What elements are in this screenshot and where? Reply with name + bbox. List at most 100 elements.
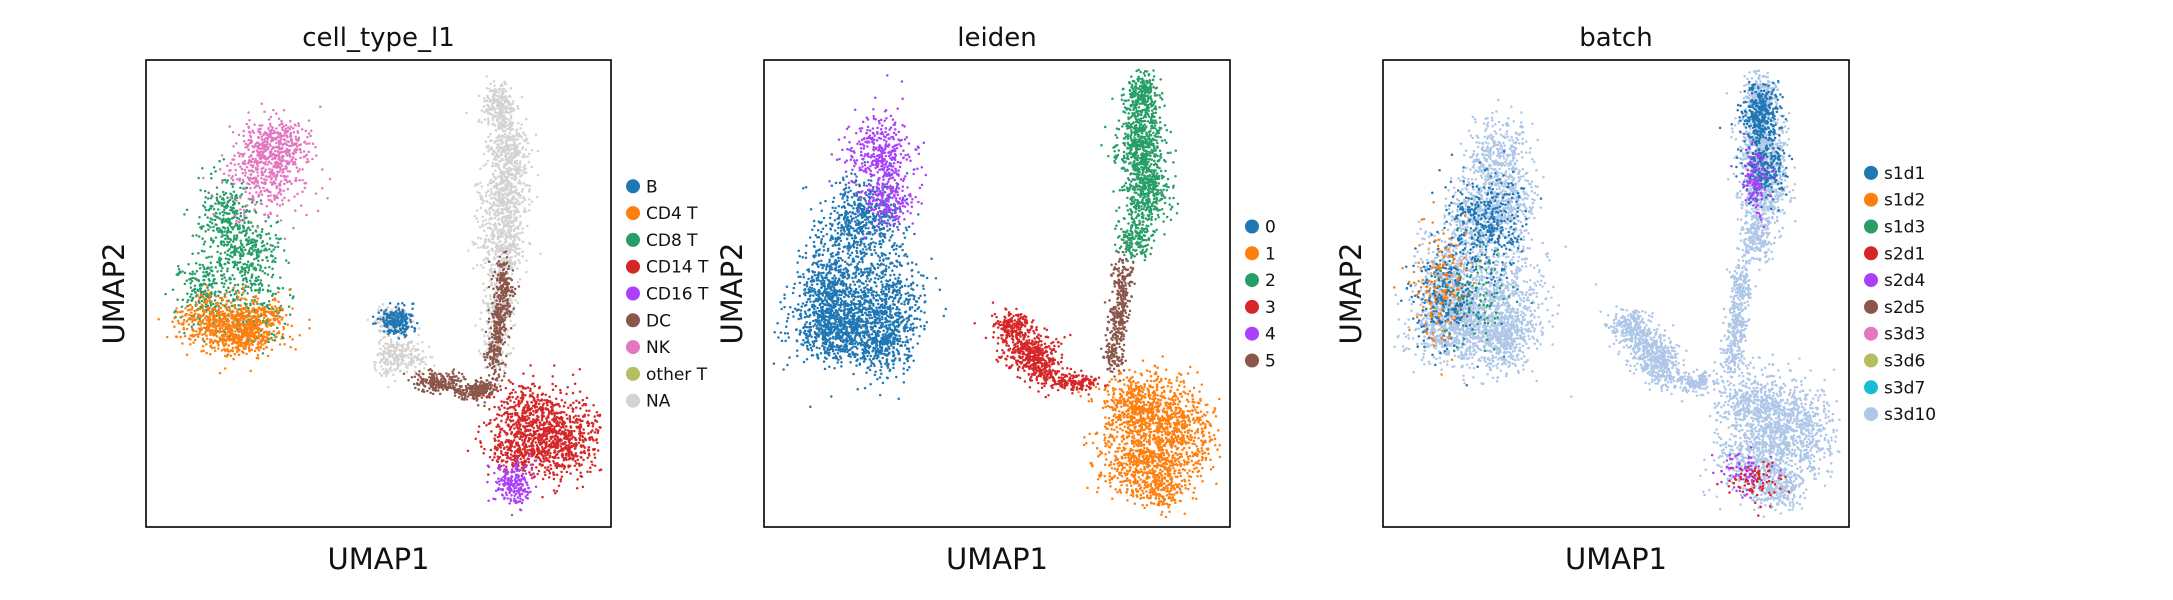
data-point <box>521 155 524 158</box>
data-point <box>562 411 566 414</box>
data-point <box>415 372 418 376</box>
data-point <box>484 240 487 243</box>
data-point <box>378 361 382 364</box>
data-point <box>508 502 511 505</box>
data-point <box>417 327 421 330</box>
data-point <box>499 96 503 100</box>
data-point <box>429 376 433 380</box>
data-point <box>517 491 520 494</box>
data-point <box>560 399 564 402</box>
data-point <box>486 365 489 369</box>
data-point <box>510 310 513 314</box>
data-point <box>593 415 596 418</box>
data-point <box>476 380 479 383</box>
data-point <box>541 446 544 449</box>
data-point <box>501 108 504 111</box>
data-point <box>209 217 212 220</box>
data-point <box>503 337 507 340</box>
data-point <box>256 263 260 266</box>
data-point <box>593 456 597 459</box>
data-point <box>514 261 517 264</box>
data-point <box>407 356 410 359</box>
data-point <box>505 418 508 421</box>
data-point <box>207 191 210 194</box>
data-point <box>532 437 535 441</box>
data-point <box>515 423 518 427</box>
data-point <box>501 443 504 447</box>
data-point <box>378 371 382 375</box>
data-point <box>504 421 508 424</box>
data-point <box>506 127 509 130</box>
data-point <box>487 285 491 289</box>
data-point <box>579 407 582 410</box>
data-point <box>413 375 417 379</box>
data-point <box>215 199 219 202</box>
data-point <box>491 271 494 275</box>
data-point <box>500 186 504 190</box>
data-point <box>502 400 506 404</box>
data-point <box>474 437 477 441</box>
data-point <box>465 111 468 115</box>
data-point <box>533 404 537 408</box>
data-point <box>495 326 499 329</box>
data-point <box>499 271 502 275</box>
data-point <box>503 251 506 254</box>
data-point <box>495 291 498 295</box>
data-point <box>498 197 501 201</box>
data-point <box>407 379 410 382</box>
data-point <box>202 242 206 246</box>
data-point <box>499 240 502 243</box>
data-point <box>497 107 501 110</box>
data-point <box>509 154 513 158</box>
data-point <box>547 476 551 479</box>
data-point <box>484 237 488 241</box>
data-point <box>504 365 508 369</box>
data-point <box>525 481 529 484</box>
data-point <box>511 248 514 252</box>
data-point <box>547 412 551 415</box>
data-point <box>505 465 508 468</box>
data-point <box>487 250 490 253</box>
data-point <box>503 340 507 344</box>
data-point <box>416 342 420 346</box>
data-point <box>266 273 270 276</box>
data-point <box>498 368 502 371</box>
data-point <box>270 250 273 253</box>
data-point <box>529 387 532 391</box>
data-point <box>539 443 542 447</box>
data-point <box>521 409 524 413</box>
data-point <box>498 483 501 486</box>
data-point <box>504 142 508 145</box>
data-point <box>524 167 527 170</box>
data-point <box>393 351 396 354</box>
data-point <box>590 460 593 463</box>
data-point <box>519 423 522 426</box>
data-point <box>422 360 426 364</box>
data-point <box>542 439 546 442</box>
data-point <box>490 277 493 281</box>
data-point <box>487 121 490 124</box>
data-point <box>581 485 585 489</box>
data-point <box>518 142 522 145</box>
data-point <box>521 419 525 422</box>
data-point <box>505 471 508 474</box>
data-point <box>505 176 508 179</box>
data-point <box>524 412 527 415</box>
data-point <box>567 445 571 449</box>
data-point <box>506 352 509 355</box>
data-point <box>508 160 512 163</box>
data-point <box>511 266 514 269</box>
data-point <box>510 432 513 436</box>
data-point <box>562 426 565 429</box>
data-point <box>555 411 559 415</box>
data-point <box>553 437 557 441</box>
data-point <box>540 418 544 422</box>
data-point <box>551 382 554 386</box>
data-point <box>494 360 498 363</box>
data-point <box>519 214 522 218</box>
data-point <box>259 279 263 282</box>
data-point <box>488 87 491 90</box>
data-point <box>514 168 518 172</box>
data-point <box>492 241 496 244</box>
data-point <box>554 403 557 406</box>
